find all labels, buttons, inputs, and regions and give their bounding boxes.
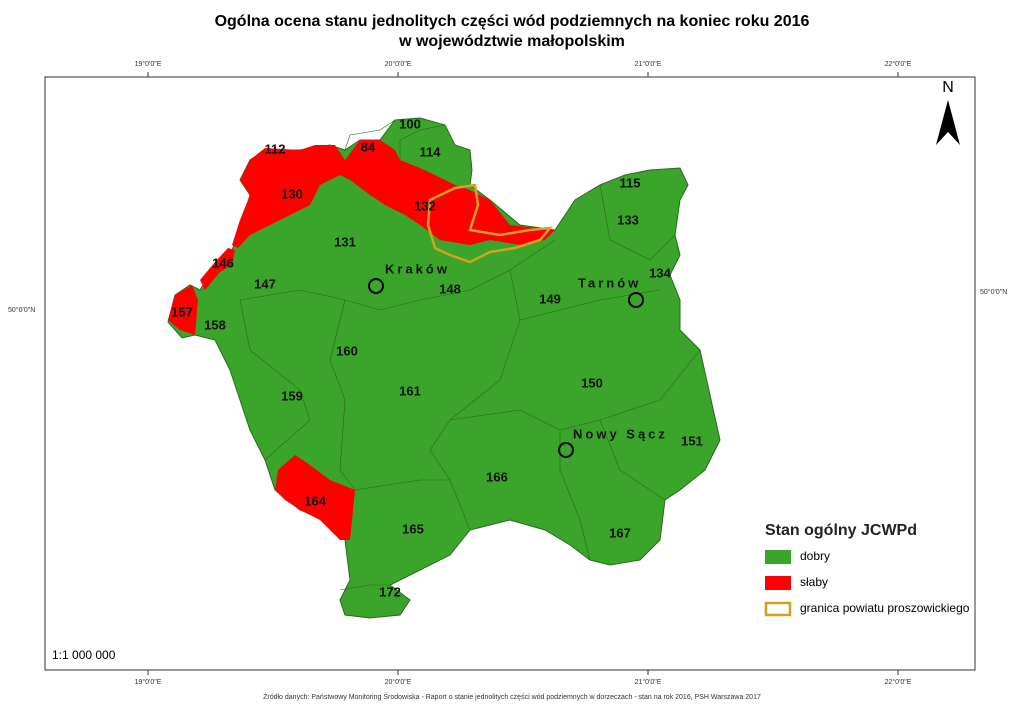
region-poor [168, 285, 198, 335]
graticule-label: 20°0'0"E [385, 678, 412, 686]
region-poor [275, 455, 355, 540]
city-label: Nowy Sącz [573, 426, 668, 441]
region-label: 166 [486, 469, 508, 484]
region-label: 160 [336, 343, 358, 358]
graticule-label: 21°0'0"E [635, 60, 662, 68]
region-label: 114 [420, 144, 442, 159]
north-arrow: N [936, 79, 960, 145]
region-label: 157 [171, 304, 193, 319]
map-title: Ogólna ocena stanu jednolitych części wó… [215, 13, 810, 30]
graticule-label: 19°0'0"E [135, 678, 162, 686]
region-label: 132 [414, 198, 436, 213]
graticule-label: 50°0'0"N [980, 288, 1007, 296]
county-border [426, 183, 553, 264]
city-marker [628, 292, 644, 308]
legend-label: granica powiatu proszowickiego [800, 601, 970, 615]
region-label: 147 [254, 276, 276, 291]
region-label: 151 [681, 433, 703, 448]
region-label: 158 [204, 317, 226, 332]
graticule-label: 20°0'0"E [385, 60, 412, 68]
region-label: 133 [617, 212, 639, 227]
region-label: 134 [649, 265, 671, 280]
legend-swatch [765, 550, 791, 564]
map-title: w województwie małopolskim [398, 33, 625, 50]
graticule-label: 22°0'0"E [885, 60, 912, 68]
north-label: N [942, 79, 954, 96]
city-marker [368, 278, 384, 294]
graticule-label: 19°0'0"E [135, 60, 162, 68]
region-label: 130 [281, 186, 303, 201]
legend-swatch [764, 601, 792, 617]
legend-label: słaby [800, 575, 828, 589]
region-label: 161 [399, 383, 421, 398]
region-label: 149 [539, 291, 561, 306]
scale: 1:1 000 000 [52, 648, 116, 662]
source: Źródło danych: Państwowy Monitoring Środ… [263, 692, 761, 701]
graticule-label: 21°0'0"E [635, 678, 662, 686]
legend-swatch [765, 576, 791, 590]
region-label: 167 [609, 525, 631, 540]
region-label: 131 [334, 234, 356, 249]
graticule-label: 22°0'0"E [885, 678, 912, 686]
region-label: 100 [399, 116, 421, 131]
region-label: 159 [281, 388, 303, 403]
region-poor [200, 248, 235, 290]
region-label: 150 [581, 375, 603, 390]
legend-title: Stan ogólny JCWPd [765, 522, 917, 539]
legend-label: dobry [800, 549, 830, 563]
region-label: 112 [265, 141, 286, 156]
region-label: 84 [361, 139, 376, 154]
map-frame [44, 76, 976, 671]
graticule-label: 50°0'0"N [8, 306, 35, 314]
region-label: 172 [379, 584, 401, 599]
map-area: 100 84 114 112 130 132 131 115 133 134 146 147 148 14… [167, 116, 721, 619]
region-label: 148 [439, 281, 461, 296]
city-marker [558, 442, 574, 458]
region-label: 115 [620, 175, 641, 190]
region-poor [232, 145, 345, 248]
city-label: Tarnów [578, 275, 641, 290]
region-label: 146 [212, 255, 234, 270]
region-label: 165 [402, 521, 424, 536]
region-label: 164 [304, 493, 326, 508]
city-label: Kraków [385, 261, 450, 276]
